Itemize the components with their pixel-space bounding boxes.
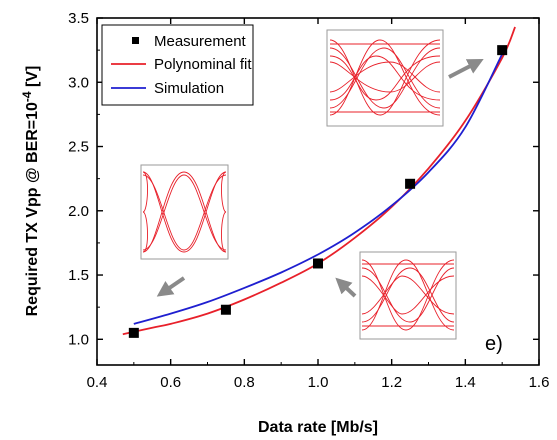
x-tick-label-4: 1.2 [381,374,402,391]
y-tick-label-0: 1.0 [68,331,89,348]
eye-diagram-top [326,29,444,127]
legend-label-fit: Polynominal fit [154,56,252,73]
measurement-point-1 [220,304,231,315]
x-tick-label-5: 1.4 [455,374,476,391]
x-axis-label: Data rate [Mb/s] [258,419,378,436]
panel-label: e) [485,333,503,355]
eye-diagram-right [359,251,457,340]
legend: Measurement Polynominal fit Simulation [101,24,254,106]
legend-box [101,24,254,106]
x-tick-label-6: 1.6 [529,374,550,391]
legend-label-measurement: Measurement [154,33,247,50]
measurement-point-0 [128,327,139,338]
arrow-right-inset [335,277,357,298]
measurement-point-3 [405,178,416,189]
y-tick-label-3: 2.5 [68,139,89,156]
legend-label-simulation: Simulation [154,80,224,97]
measurement-point-2 [313,258,323,269]
ticks-layer: 0.4 0.6 0.8 1.0 1.2 1.4 1.6 1.0 1.5 2.0 2.5 3.0 3.5 [68,10,549,391]
x-tick-label-3: 1.0 [308,374,329,391]
legend-marker-measurement [132,37,139,44]
x-tick-label-0: 0.4 [87,374,108,391]
y-tick-label-1: 1.5 [68,267,89,284]
eye-diagram-left [140,164,229,260]
y-axis-label-unit: [V] [24,66,41,92]
y-axis-label: Required TX Vpp @ BER=10-4 [V] [20,66,41,317]
x-tick-label-2: 0.8 [234,374,255,391]
arrow-left-inset [156,276,186,297]
series-line-simulation [133,53,504,325]
markers-layer [128,45,508,338]
y-tick-label-5: 3.5 [68,10,89,27]
y-tick-label-4: 3.0 [68,74,89,91]
measurement-point-4 [497,45,508,56]
y-axis-label-exponent: -4 [20,91,34,102]
y-tick-label-2: 2.0 [68,203,89,220]
x-tick-label-1: 0.6 [160,374,181,391]
arrow-top-inset [448,59,484,79]
y-axis-label-main: Required TX Vpp @ BER=10 [24,102,41,316]
